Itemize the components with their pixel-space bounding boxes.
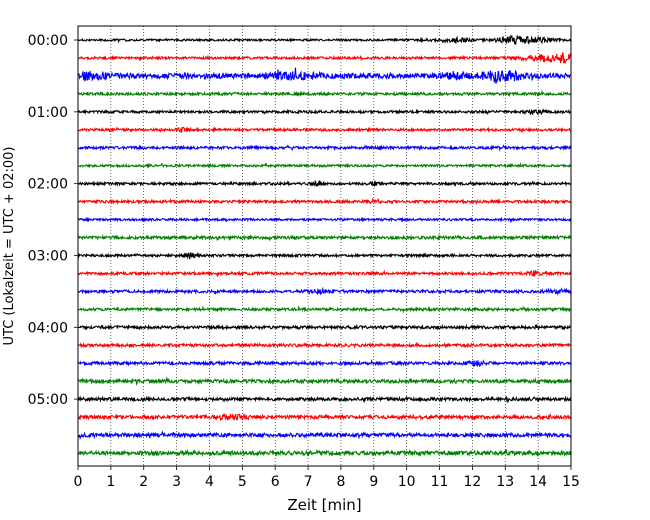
x-axis-ticks: 0 1 2 3 4 5 6 7 8 9 10 11 12 13 14 15	[74, 466, 580, 490]
trace-0430	[77, 358, 572, 368]
trace-0200	[77, 179, 572, 188]
trace-0515	[77, 412, 572, 422]
x-tick-label: 11	[431, 474, 449, 490]
plot-frame	[77, 25, 572, 467]
y-tick-label: 02:00	[28, 177, 68, 193]
trace-0100	[77, 108, 572, 116]
trace-0315	[77, 269, 572, 278]
y-tick-label: 04:00	[28, 320, 68, 336]
trace-0130	[77, 144, 572, 152]
x-tick-label: 12	[463, 474, 481, 490]
x-tick-label: 4	[205, 474, 214, 490]
y-tick-label: 00:00	[28, 33, 68, 49]
trace-0345	[77, 305, 572, 314]
trace-0445	[77, 376, 572, 387]
trace-0500	[77, 395, 572, 404]
trace-0245	[77, 233, 572, 242]
x-tick-label: 5	[238, 474, 247, 490]
trace-0045	[77, 89, 572, 98]
x-tick-label: 13	[496, 474, 514, 490]
x-tick-label: 10	[398, 474, 416, 490]
trace-0230	[77, 216, 572, 224]
trace-0300	[77, 252, 572, 260]
x-tick-label: 2	[139, 474, 148, 490]
y-axis-ticks: 00:00 01:00 02:00 03:00 04:00 05:00	[28, 33, 78, 408]
trace-group	[77, 35, 572, 458]
x-tick-label: 14	[529, 474, 547, 490]
x-tick-label: 3	[172, 474, 181, 490]
y-tick-label: 05:00	[28, 392, 68, 408]
x-tick-label: 6	[271, 474, 280, 490]
x-tick-label: 15	[562, 474, 580, 490]
trace-0530	[77, 430, 572, 440]
trace-0545	[77, 448, 572, 458]
trace-0330	[77, 286, 572, 297]
x-tick-label: 7	[304, 474, 313, 490]
x-axis-label: Zeit [min]	[287, 496, 361, 514]
x-tick-label: 1	[106, 474, 115, 490]
trace-0030	[77, 67, 572, 84]
trace-0215	[77, 197, 572, 206]
trace-0015	[77, 52, 572, 64]
x-tick-label: 0	[74, 474, 83, 490]
trace-0115	[77, 126, 572, 134]
trace-0145	[77, 162, 572, 169]
y-tick-label: 01:00	[28, 105, 68, 121]
x-tick-label: 9	[369, 474, 378, 490]
x-tick-label: 8	[336, 474, 345, 490]
y-tick-label: 03:00	[28, 248, 68, 264]
trace-0400	[77, 323, 572, 331]
y-axis-label: UTC (Lokalzeit = UTC + 02:00)	[2, 147, 17, 346]
vertical-grid	[110, 26, 539, 466]
trace-0000	[77, 35, 572, 45]
trace-0415	[77, 341, 572, 349]
